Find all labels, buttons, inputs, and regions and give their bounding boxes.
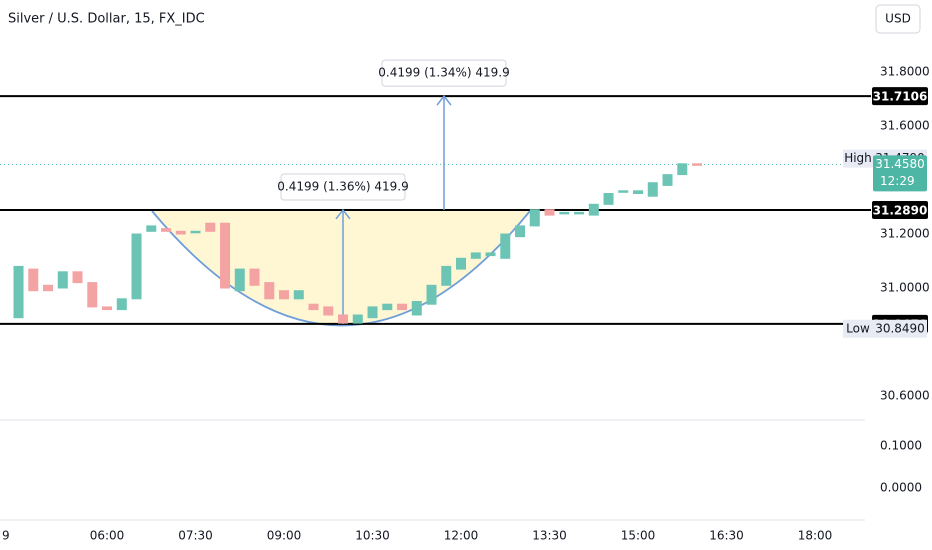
x-tick-label: 10:30 [355, 529, 390, 543]
x-tick-label: 15:00 [621, 529, 656, 543]
candle-body [293, 290, 304, 300]
x-tick-label: 16:30 [709, 529, 744, 543]
candle-body [234, 268, 245, 292]
candle-body [426, 284, 437, 305]
candle-body [205, 222, 216, 232]
candle-body [13, 265, 24, 319]
measure-arrow-head [436, 94, 452, 106]
candle-body [574, 211, 585, 215]
currency-button[interactable] [875, 4, 921, 34]
candle-body [190, 230, 201, 234]
candle-body [279, 290, 290, 300]
measure-label: 0.4199 (1.36%) 419.9 [277, 179, 408, 193]
y2-tick-label: 0.0000 [880, 480, 922, 494]
measure-box [381, 59, 507, 87]
candle-body [352, 314, 363, 324]
candle-body [382, 303, 393, 311]
candle-body [72, 271, 83, 284]
candle-body [470, 252, 481, 259]
candle-body [500, 233, 511, 259]
candle-body [603, 193, 614, 205]
candle-body [28, 268, 39, 292]
low-value-box [873, 319, 927, 338]
low-name-box [843, 319, 873, 338]
candle-body [544, 209, 555, 216]
candle-body [559, 211, 570, 215]
candle-body [677, 163, 688, 176]
x-tick-label: 18:00 [798, 529, 833, 543]
measure-arrow-head [335, 208, 351, 220]
y-tick-label: 31.6000 [880, 119, 930, 133]
candle-body [411, 301, 422, 316]
candle-body [43, 284, 54, 292]
cup-curve [151, 210, 531, 327]
y-tick-label: 31.8000 [880, 65, 930, 79]
candle-body [456, 257, 467, 270]
y2-tick-label: 0.1000 [880, 438, 922, 452]
y-tick-label: 30.6000 [880, 388, 930, 402]
candle-body [338, 314, 349, 324]
y-tick-label: 31.0000 [880, 281, 930, 295]
candle-body [116, 298, 127, 311]
candle-body [264, 282, 275, 300]
level-label: 31.2890 [873, 203, 928, 217]
measure-box [280, 173, 406, 201]
candle-body [220, 222, 231, 289]
candle-body [146, 225, 157, 232]
candle-body [249, 268, 260, 286]
candle-body [161, 228, 172, 232]
x-tick-label: 9 [2, 529, 10, 543]
candle-body [692, 163, 703, 166]
countdown-label: 12:29 [880, 174, 915, 188]
candle-body [87, 282, 98, 308]
high-name: High [844, 151, 872, 165]
low-value: 30.8490 [875, 321, 925, 335]
candle-body [441, 265, 452, 286]
level-box [872, 87, 928, 106]
level-label: 31.7106 [873, 90, 928, 104]
candle-body [588, 203, 599, 216]
x-tick-label: 07:30 [178, 529, 213, 543]
y-tick-label: 31.2000 [880, 227, 930, 241]
candle-body [397, 303, 408, 311]
candle-body [57, 271, 68, 289]
candle-body [323, 306, 334, 316]
last-price-label: 31.4580 [875, 157, 925, 171]
candle-body [633, 190, 644, 195]
candle-body [647, 182, 658, 197]
candle-body [175, 230, 186, 235]
x-tick-label: 13:30 [532, 529, 567, 543]
candle-body [529, 209, 540, 227]
high-name-box [843, 149, 873, 168]
x-tick-label: 12:00 [444, 529, 479, 543]
level-box [872, 200, 928, 219]
candle-body [308, 303, 319, 311]
candle-body [618, 190, 629, 193]
candle-body [485, 252, 496, 257]
currency-label[interactable]: USD [885, 12, 911, 26]
x-tick-label: 06:00 [90, 529, 125, 543]
chart-title: Silver / U.S. Dollar, 15, FX_IDC [8, 12, 205, 27]
candle-body [662, 174, 673, 186]
candle-body [102, 306, 113, 311]
candle-body [515, 225, 526, 238]
x-tick-label: 09:00 [267, 529, 302, 543]
candle-body [367, 306, 378, 319]
last-price-box [873, 155, 927, 192]
low-name: Low [846, 321, 870, 335]
measure-label: 0.4199 (1.34%) 419.9 [378, 66, 509, 80]
candle-body [131, 233, 142, 300]
